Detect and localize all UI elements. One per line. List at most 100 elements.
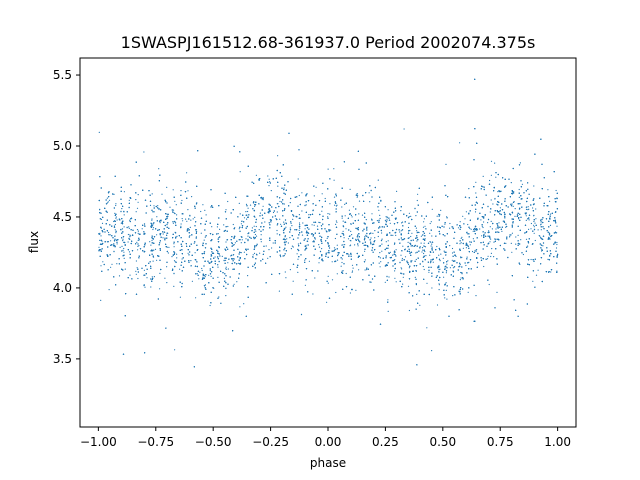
data-point (350, 223, 352, 225)
data-point (172, 209, 175, 211)
data-point (449, 222, 451, 225)
data-point (348, 254, 350, 256)
data-point (512, 205, 514, 207)
data-point (392, 234, 394, 236)
data-point (352, 206, 355, 208)
data-point (186, 220, 188, 222)
data-point (181, 199, 183, 202)
data-point (298, 214, 300, 216)
data-point (519, 263, 521, 265)
data-point (540, 229, 542, 231)
data-point (304, 284, 306, 286)
data-point (384, 281, 386, 283)
data-point (342, 230, 344, 232)
data-point (488, 230, 490, 232)
data-point (449, 267, 451, 269)
data-point (305, 204, 307, 206)
data-point (234, 242, 236, 244)
data-point (277, 155, 279, 157)
data-point (284, 236, 286, 238)
data-point (313, 224, 315, 226)
data-point (173, 260, 176, 262)
data-point (268, 249, 270, 251)
data-point (137, 245, 139, 247)
data-point (379, 226, 381, 228)
data-point (355, 289, 357, 291)
data-point (424, 225, 426, 227)
data-point (289, 227, 291, 229)
data-point (245, 238, 247, 240)
data-point (292, 246, 294, 248)
data-point (141, 228, 143, 230)
data-point (137, 239, 139, 241)
data-point (445, 289, 447, 291)
data-point (547, 189, 549, 191)
data-point (187, 209, 189, 211)
data-point (401, 257, 403, 260)
data-point (486, 258, 489, 260)
data-point (128, 227, 130, 229)
data-point (530, 258, 532, 261)
data-point (209, 270, 211, 272)
data-point (394, 254, 396, 256)
data-point (253, 238, 255, 240)
data-point (430, 241, 432, 243)
data-point (336, 221, 338, 223)
data-point (460, 277, 462, 279)
data-point (233, 244, 235, 246)
data-point (198, 278, 200, 280)
data-point (121, 208, 123, 210)
data-point (400, 254, 402, 256)
data-point (202, 276, 204, 278)
data-point (99, 232, 101, 234)
data-point (369, 201, 371, 203)
data-point (116, 243, 118, 245)
data-point (447, 260, 449, 262)
data-point (452, 295, 454, 297)
data-point (366, 269, 368, 271)
data-point (189, 235, 191, 237)
data-point (475, 192, 477, 194)
data-point (129, 274, 131, 276)
data-point (128, 199, 130, 201)
data-point (175, 204, 177, 206)
data-point (487, 255, 489, 257)
data-point (342, 244, 344, 246)
data-point (176, 214, 178, 216)
data-point (525, 219, 527, 221)
data-point (143, 233, 145, 235)
data-point (150, 286, 152, 288)
data-point (137, 277, 139, 280)
data-point (154, 248, 157, 250)
data-point (150, 244, 152, 246)
data-point (389, 251, 391, 253)
data-point (173, 246, 175, 248)
data-point (533, 220, 535, 223)
data-point (465, 247, 467, 249)
data-point (344, 215, 346, 217)
data-point (264, 221, 266, 223)
data-point (333, 168, 335, 170)
data-point (439, 268, 441, 270)
data-point (209, 304, 211, 307)
data-point (423, 245, 425, 247)
data-point (549, 224, 552, 226)
data-point (113, 225, 115, 227)
data-point (312, 241, 314, 243)
data-point (352, 267, 354, 269)
data-point (187, 252, 189, 254)
data-point (438, 226, 440, 228)
data-point (193, 242, 195, 244)
data-point (364, 250, 366, 252)
data-point (445, 254, 447, 256)
data-point (518, 218, 520, 220)
data-point (217, 233, 219, 235)
data-point (156, 259, 158, 261)
data-point (459, 142, 461, 144)
data-point (517, 234, 519, 236)
data-point (172, 189, 174, 191)
data-point (416, 199, 418, 202)
data-point (289, 202, 291, 204)
data-point (381, 243, 383, 245)
data-point (378, 219, 380, 221)
